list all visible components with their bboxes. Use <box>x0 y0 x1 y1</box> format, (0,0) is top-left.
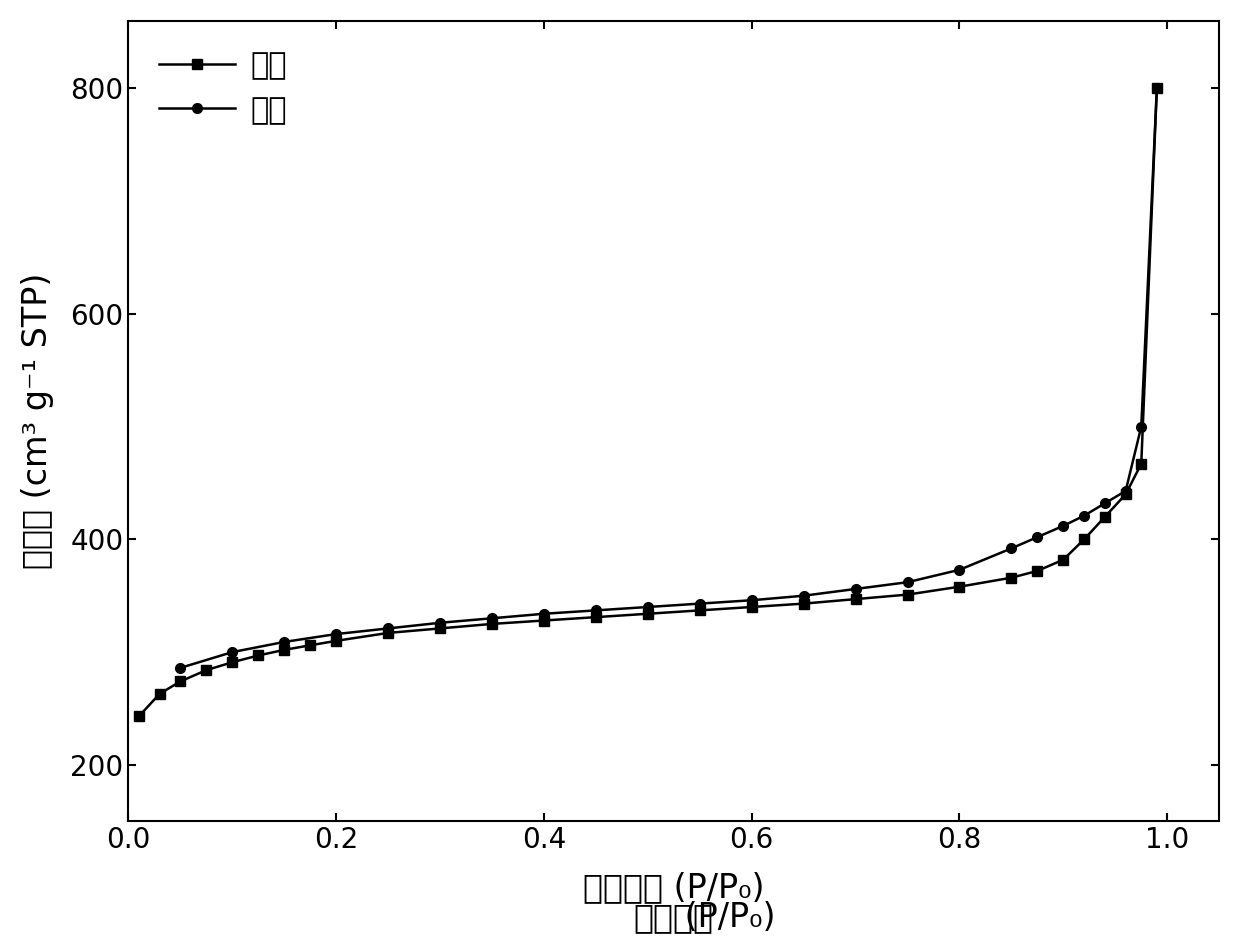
Text: (P/P₀): (P/P₀) <box>673 902 775 934</box>
X-axis label: 相对压力 (P/P₀): 相对压力 (P/P₀) <box>583 870 765 903</box>
Legend: 吸附, 脱附: 吸附, 脱附 <box>144 36 303 140</box>
Text: 相对压力: 相对压力 <box>634 902 714 934</box>
Y-axis label: 吸附量 (cm³ g⁻¹ STP): 吸附量 (cm³ g⁻¹ STP) <box>21 273 53 569</box>
